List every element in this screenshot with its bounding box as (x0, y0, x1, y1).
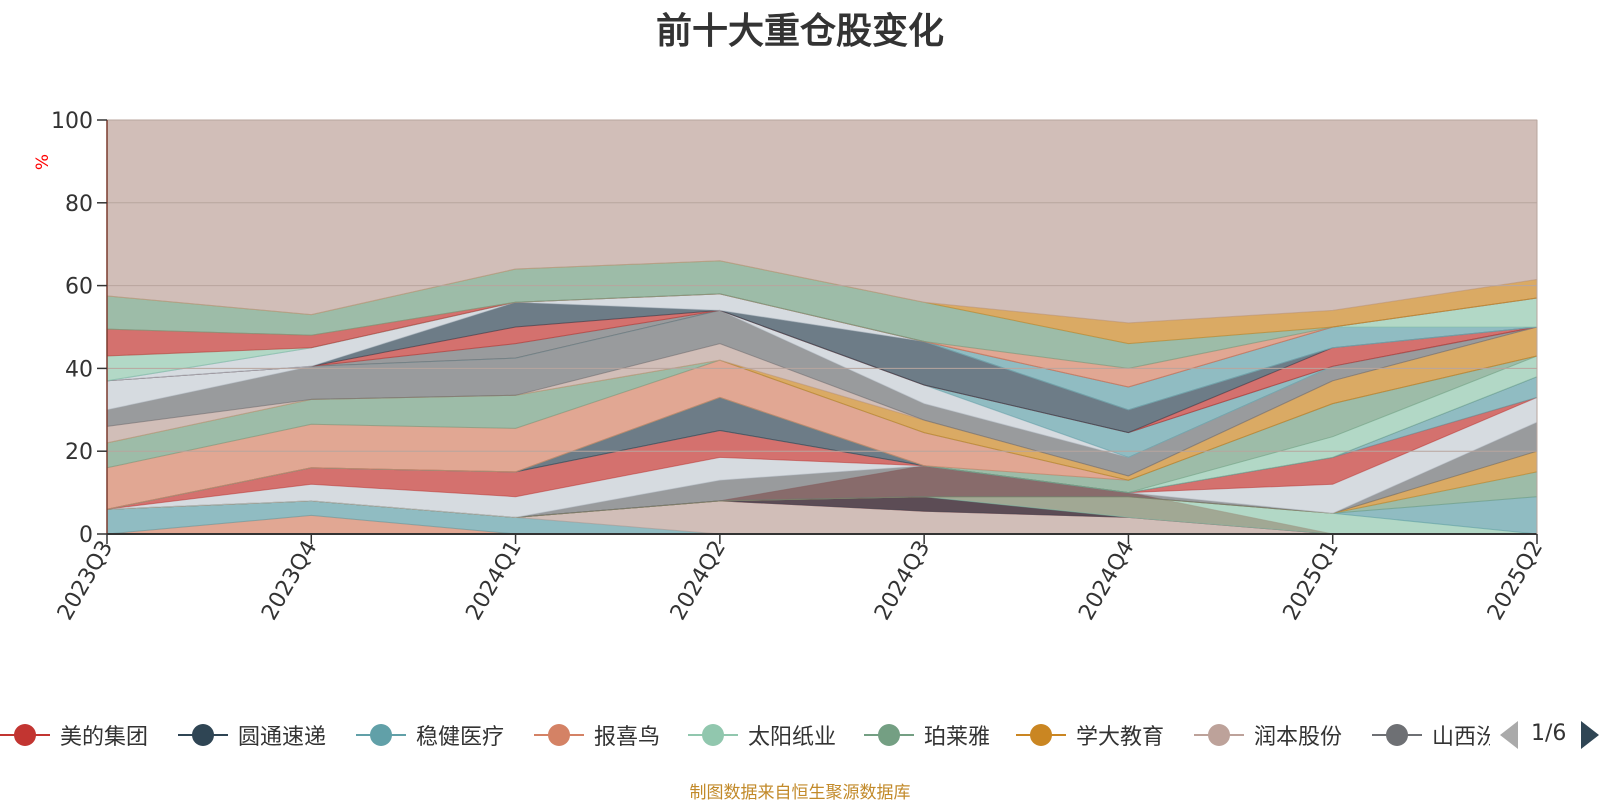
legend-item[interactable]: 圆通速递 (178, 715, 326, 755)
legend-label: 太阳纸业 (748, 725, 837, 750)
pager-prev-icon[interactable] (1500, 721, 1518, 749)
legend-marker-icon (178, 722, 228, 748)
legend-item[interactable]: 学大教育 (1016, 715, 1164, 755)
legend-item[interactable]: 珀莱雅 (864, 715, 990, 755)
legend-marker-icon (1016, 722, 1066, 748)
x-tick-label: 2024Q3 (870, 537, 935, 625)
legend-marker-dot (1386, 724, 1408, 746)
x-tick-label: 2023Q3 (53, 537, 118, 625)
x-tick-label: 2024Q1 (461, 537, 526, 625)
legend-marker-dot (702, 724, 724, 746)
legend-label: 美的集团 (60, 725, 149, 750)
y-tick-label: 40 (65, 357, 93, 382)
legend-item[interactable]: 美的集团 (0, 715, 148, 755)
source-note: 制图数据来自恒生聚源数据库 (689, 783, 911, 803)
legend-marker-dot (878, 724, 900, 746)
legend-marker-dot (548, 724, 570, 746)
x-tick-label: 2025Q2 (1483, 537, 1548, 625)
x-tick-label: 2025Q1 (1279, 537, 1344, 625)
pager-next-icon[interactable] (1581, 721, 1599, 749)
legend-label: 山西汾酒 (1432, 725, 1490, 750)
legend-marker-icon (864, 722, 914, 748)
legend-marker-dot (370, 724, 392, 746)
legend-item[interactable]: 山西汾酒 (1372, 715, 1490, 755)
legend-marker-icon (1194, 722, 1244, 748)
legend-marker-dot (14, 724, 36, 746)
x-tick-label: 2024Q4 (1074, 537, 1139, 625)
legend-marker-icon (688, 722, 738, 748)
legend-label: 珀莱雅 (924, 725, 991, 750)
legend-label: 润本股份 (1254, 725, 1343, 750)
y-axis-label: % (33, 154, 53, 170)
legend: 美的集团 圆通速递 稳健医疗 报喜鸟 太阳纸业 珀莱雅 学大教育 润本股份 山西汾酒 (0, 715, 1490, 755)
legend-marker-dot (1208, 724, 1230, 746)
legend-label: 学大教育 (1076, 725, 1165, 750)
x-tick-label: 2024Q2 (666, 537, 731, 625)
area-layers (106, 119, 1538, 535)
chart-title: 前十大重仓股变化 (655, 11, 944, 52)
x-tick-label: 2023Q4 (257, 537, 322, 625)
y-tick-label: 20 (65, 440, 93, 465)
legend-marker-icon (1372, 722, 1422, 748)
gridlines (107, 119, 1537, 452)
y-tick-label: 100 (51, 109, 93, 134)
legend-marker-dot (192, 724, 214, 746)
legend-label: 圆通速递 (238, 725, 327, 750)
y-tick-label: 0 (79, 523, 93, 548)
legend-marker-dot (1030, 724, 1052, 746)
legend-item[interactable]: 润本股份 (1194, 715, 1342, 755)
legend-label: 报喜鸟 (594, 725, 661, 750)
legend-item[interactable]: 稳健医疗 (356, 715, 504, 755)
pager-page-text: 1/6 (1531, 721, 1567, 746)
legend-item[interactable]: 报喜鸟 (534, 715, 660, 755)
y-tick-label: 80 (65, 192, 93, 217)
legend-item[interactable]: 太阳纸业 (688, 715, 836, 755)
legend-marker-icon (356, 722, 406, 748)
y-tick-label: 60 (65, 275, 93, 300)
legend-label: 稳健医疗 (416, 725, 505, 750)
legend-marker-icon (534, 722, 584, 748)
legend-marker-icon (0, 722, 50, 748)
legend-pager: 1/6 (1500, 715, 1600, 755)
